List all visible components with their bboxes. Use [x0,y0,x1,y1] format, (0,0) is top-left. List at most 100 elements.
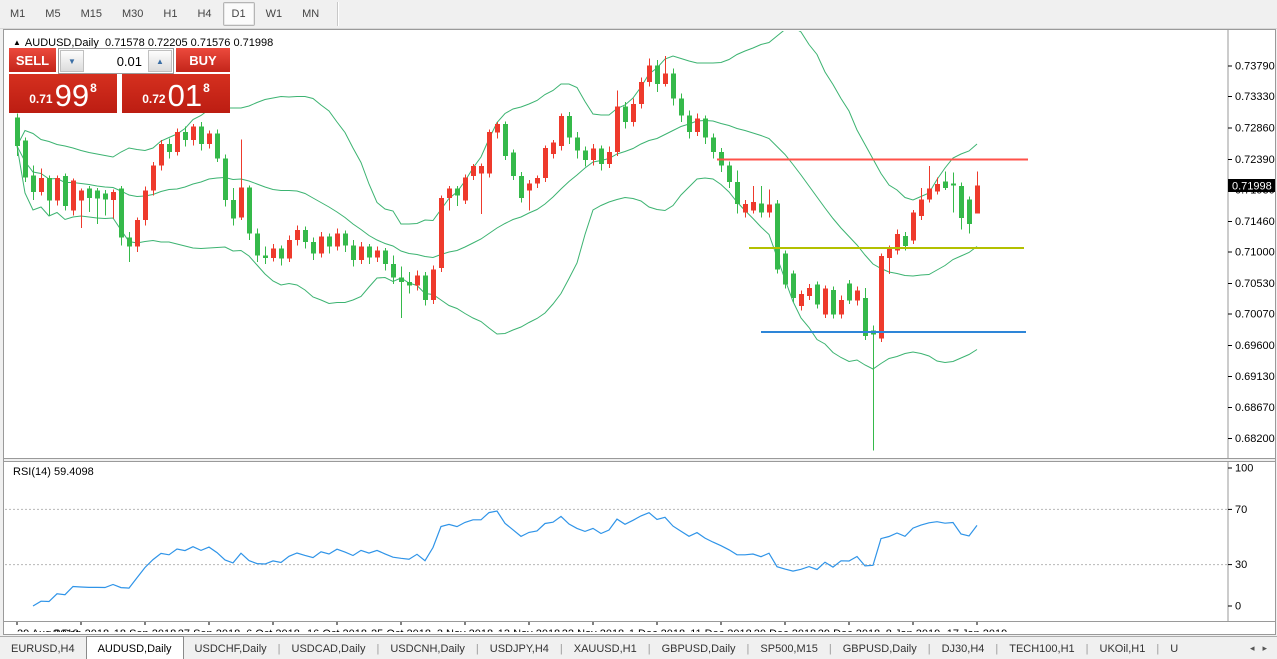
rsi-indicator-label: RSI(14) 59.4098 [13,466,94,478]
timeframe-button-D1[interactable]: D1 [222,2,255,26]
volume-decrease-button[interactable]: ▼ [60,50,84,72]
svg-text:0.70530: 0.70530 [1235,278,1275,290]
svg-text:0.73330: 0.73330 [1235,91,1275,103]
price-axis[interactable]: 0.737900.733300.728600.723900.719300.714… [1228,61,1275,446]
buy-price-prefix: 0.72 [142,92,166,106]
pane-divider[interactable] [4,458,1275,462]
svg-text:0.72390: 0.72390 [1235,154,1275,166]
svg-text:0.73790: 0.73790 [1235,61,1275,73]
chart-tab-SP500-M15[interactable]: SP500,M15 [760,642,818,655]
sell-price-pips: 99 [54,78,90,113]
svg-text:0: 0 [1235,601,1241,613]
chart-tab-USDCHF-Daily[interactable]: USDCHF,Daily [194,642,267,655]
svg-text:0.72860: 0.72860 [1235,123,1275,135]
tab-scroll-left-icon[interactable]: ◂ [1249,643,1255,653]
sell-price-point: 8 [90,81,97,95]
chart-tab-UKOil-H1[interactable]: UKOil,H1 [1099,642,1146,655]
tab-separator: | [995,642,999,655]
candlestick-chart[interactable]: 0.737900.733300.728600.723900.719300.714… [4,30,1275,632]
svg-text:0.70070: 0.70070 [1235,309,1275,321]
timeframe-button-M30[interactable]: M30 [121,8,144,20]
svg-text:0.71460: 0.71460 [1235,216,1275,228]
chart-tabs-bar: EURUSD,H4 AUDUSD,Daily USDCHF,Daily | USDCAD… [0,636,1277,659]
chart-tab-USDCAD-Daily[interactable]: USDCAD,Daily [291,642,366,655]
chart-tab-EURUSD-H4[interactable]: EURUSD,H4 [11,642,75,655]
buy-price-pips: 01 [167,78,203,113]
timeframe-button-W1[interactable]: W1 [265,8,283,20]
timeframe-button-H1[interactable]: H1 [163,8,178,20]
svg-text:0.71998: 0.71998 [1232,181,1272,193]
tab-separator: | [277,642,281,655]
tab-separator: | [1085,642,1089,655]
tab-separator: | [1156,642,1160,655]
svg-text:0.69600: 0.69600 [1235,340,1275,352]
chart-symbol-label: AUDUSD,Daily [24,37,99,49]
buy-price-display[interactable]: 0.72 01 8 [122,74,230,113]
buy-button[interactable]: BUY [176,48,230,74]
tab-separator: | [828,642,832,655]
chart-tab-TECH100-H1[interactable]: TECH100,H1 [1009,642,1075,655]
candles [15,56,980,451]
timeframe-button-M15[interactable]: M15 [80,8,102,20]
volume-increase-button[interactable]: ▲ [148,50,172,72]
tab-separator: | [927,642,931,655]
chart-window: 0.737900.733300.728600.723900.719300.714… [3,29,1276,635]
svg-text:30: 30 [1235,559,1247,571]
chart-tab-GBPUSD-Daily[interactable]: GBPUSD,Daily [842,642,917,655]
volume-stepper: ▼ ▲ [58,48,174,74]
sell-price-display[interactable]: 0.71 99 8 [9,74,117,113]
volume-input[interactable] [85,49,147,73]
tab-scroll-right-icon[interactable]: ▸ [1262,643,1267,653]
current-price-tag: 0.71998 [1228,179,1275,193]
tab-separator: | [746,642,750,655]
timeframe-button-H4[interactable]: H4 [197,8,212,20]
svg-text:8 Jan 2019: 8 Jan 2019 [886,628,940,632]
chart-tab-USDCNH-Daily[interactable]: USDCNH,Daily [390,642,465,655]
horizontal-lines[interactable] [717,158,1028,333]
buy-price-point: 8 [203,81,210,95]
svg-text:0.68670: 0.68670 [1235,402,1275,414]
timeframe-button-M5[interactable]: M5 [45,8,61,20]
timeframe-toolbar: M1 M5 M15 M30 H1 H4 D1 W1 MN [0,0,1277,29]
svg-text:0.71000: 0.71000 [1235,247,1275,259]
chart-tab-USDJPY-H4[interactable]: USDJPY,H4 [489,642,549,655]
rsi-line [32,510,978,607]
svg-text:100: 100 [1235,463,1253,475]
timeframe-button-MN[interactable]: MN [302,8,320,20]
toolbar-separator [337,2,340,26]
sell-price-prefix: 0.71 [29,92,53,106]
svg-text:0.68200: 0.68200 [1235,433,1275,445]
tab-scroll-arrows: ◂ ▸ [1246,637,1277,659]
tab-separator: | [475,642,479,655]
tab-separator: | [647,642,651,655]
chart-tab-DJ30-H4[interactable]: DJ30,H4 [941,642,985,655]
chart-tab-GBPUSD-Daily[interactable]: GBPUSD,Daily [661,642,736,655]
chart-tab-U[interactable]: U [1170,642,1179,655]
chart-tab-XAUUSD-H1[interactable]: XAUUSD,H1 [573,642,637,655]
svg-text:70: 70 [1235,504,1247,516]
chart-ohlc-values: 0.71578 0.72205 0.71576 0.71998 [105,37,274,49]
chart-tab-AUDUSD-Daily[interactable]: AUDUSD,Daily [85,636,184,659]
chart-title: ▲ AUDUSD,Daily 0.71578 0.72205 0.71576 0.… [13,37,273,49]
rsi-levels: 100 70 30 0 [5,463,1253,613]
tab-separator: | [376,642,380,655]
timeframe-button-M1[interactable]: M1 [10,8,26,20]
tab-separator: | [559,642,563,655]
sell-button[interactable]: SELL [9,48,56,74]
collapse-triangle-icon[interactable]: ▲ [13,38,21,47]
